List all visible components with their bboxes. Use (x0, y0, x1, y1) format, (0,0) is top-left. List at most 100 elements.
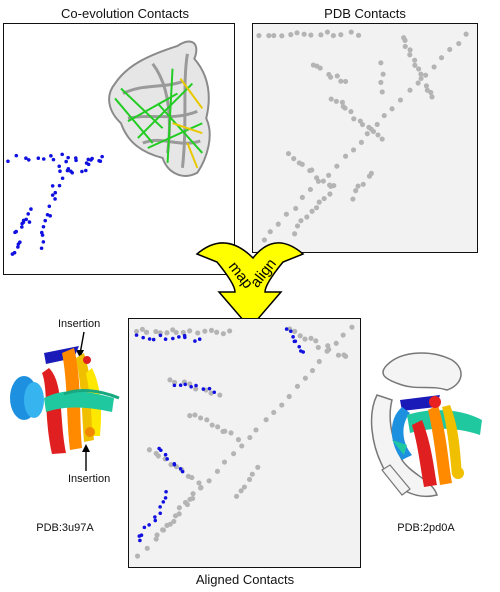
pdb-point (342, 78, 349, 84)
pdb-point (364, 131, 370, 137)
pdb-point (326, 172, 332, 178)
aligned-pdb-point (302, 336, 308, 342)
pdb-point (309, 167, 315, 173)
pdb-point (407, 52, 413, 58)
aligned-pdb-point (340, 332, 346, 338)
pdb-point (429, 94, 435, 100)
aligned-pdb-point (333, 340, 339, 346)
aligned-coevolution-point (142, 525, 147, 530)
pdb-point (275, 221, 281, 227)
aligned-pdb-point (247, 434, 253, 441)
coevolution-point (97, 159, 101, 163)
pdb-point (279, 33, 285, 39)
pdb-point (334, 73, 340, 79)
pdb-point (331, 182, 337, 189)
aligned-coevolution-point (289, 329, 293, 334)
coevolution-point (26, 212, 30, 216)
aligned-pdb-point (206, 478, 212, 484)
pdb-point (423, 72, 429, 78)
coevolution-point (49, 154, 53, 158)
coevolution-point (10, 252, 15, 256)
aligned-coevolution-point (197, 337, 202, 341)
aligned-pdb-point (208, 327, 215, 333)
aligned-pdb-point (182, 499, 189, 506)
aligned-pdb-point (238, 488, 244, 494)
aligned-coevolution-point (189, 385, 193, 389)
pdb-point (358, 139, 365, 145)
aligned-coevolution-point (178, 466, 183, 471)
coevolution-point (43, 218, 48, 223)
aligned-pdb-point (202, 328, 208, 334)
pdb-point (298, 218, 304, 224)
coevolution-point (20, 225, 24, 229)
aligned-pdb-point (231, 451, 237, 457)
pdb-point (348, 108, 354, 115)
pdb-point (309, 208, 315, 214)
pdb-point (431, 64, 437, 70)
coevolution-point (53, 190, 58, 195)
aligned-pdb-point (164, 330, 170, 336)
pdb-point (299, 194, 305, 200)
pdb-point (418, 71, 424, 77)
structure-2pd0A-image (370, 352, 482, 497)
pdb-point (320, 178, 326, 184)
pdb-point (267, 229, 273, 235)
aligned-pdb-point (173, 329, 179, 336)
pdb-point (324, 29, 331, 35)
coevolution-point (14, 153, 19, 158)
pdb-point (299, 161, 305, 167)
aligned-pdb-point (235, 437, 242, 443)
aligned-coevolution-point (193, 339, 197, 343)
pdb-point (389, 106, 395, 112)
aligned-coevolution-point (161, 500, 166, 504)
aligned-pdb-point (228, 430, 234, 436)
aligned-pdb-point (154, 532, 160, 538)
coevolution-point (84, 168, 88, 173)
aligned-pdb-point (302, 375, 308, 381)
aligned-coevolution-point (301, 350, 305, 354)
pdb-point (412, 57, 418, 63)
pdb-point (423, 83, 430, 89)
aligned-pdb-point (133, 328, 140, 335)
aligned-contact-map (128, 318, 361, 568)
aligned-coevolution-point (138, 538, 142, 543)
aligned-pdb-point (172, 513, 179, 519)
pdb-point (366, 173, 373, 179)
aligned-pdb-point (176, 505, 182, 511)
coevolution-point (58, 169, 62, 173)
coevolution-point (16, 245, 20, 249)
coevolution-point (39, 246, 44, 251)
pdb-point (307, 186, 313, 193)
coevolution-point (60, 152, 64, 157)
coevolution-contact-map (3, 23, 235, 275)
pdb-point (342, 105, 348, 111)
aligned-pdb-point (196, 480, 202, 486)
coevolution-point (36, 156, 41, 161)
aligned-pdb-point (187, 496, 193, 502)
aligned-coevolution-point (159, 448, 163, 453)
pdb-point (271, 32, 277, 39)
aligned-pdb-point (160, 527, 166, 533)
aligned-pdb-point (343, 353, 349, 359)
aligned-pdb-point (143, 329, 150, 335)
pdb-point (292, 231, 298, 237)
aligned-pdb-point (204, 417, 210, 423)
aligned-pdb-point (209, 422, 215, 428)
aligned-pdb-point (167, 377, 173, 383)
pdb-point (397, 97, 404, 103)
aligned-coevolution-point (158, 333, 163, 338)
pdb-dots (256, 29, 469, 243)
aligned-pdb-point (255, 464, 261, 470)
pdb-point (378, 79, 384, 85)
pdb-point (285, 150, 292, 157)
pdb-point (375, 132, 381, 138)
aligned-pdb-point (214, 468, 221, 474)
aligned-coevolution-point (158, 505, 162, 509)
aligned-coevolution-point (134, 333, 139, 337)
aligned-pdb-point (241, 484, 247, 490)
coevolution-point (73, 156, 78, 160)
aligned-pdb-point (279, 402, 285, 408)
aligned-pdb-point (193, 386, 199, 392)
aligned-pdb-dots (133, 324, 355, 559)
pdb-point (438, 55, 445, 61)
